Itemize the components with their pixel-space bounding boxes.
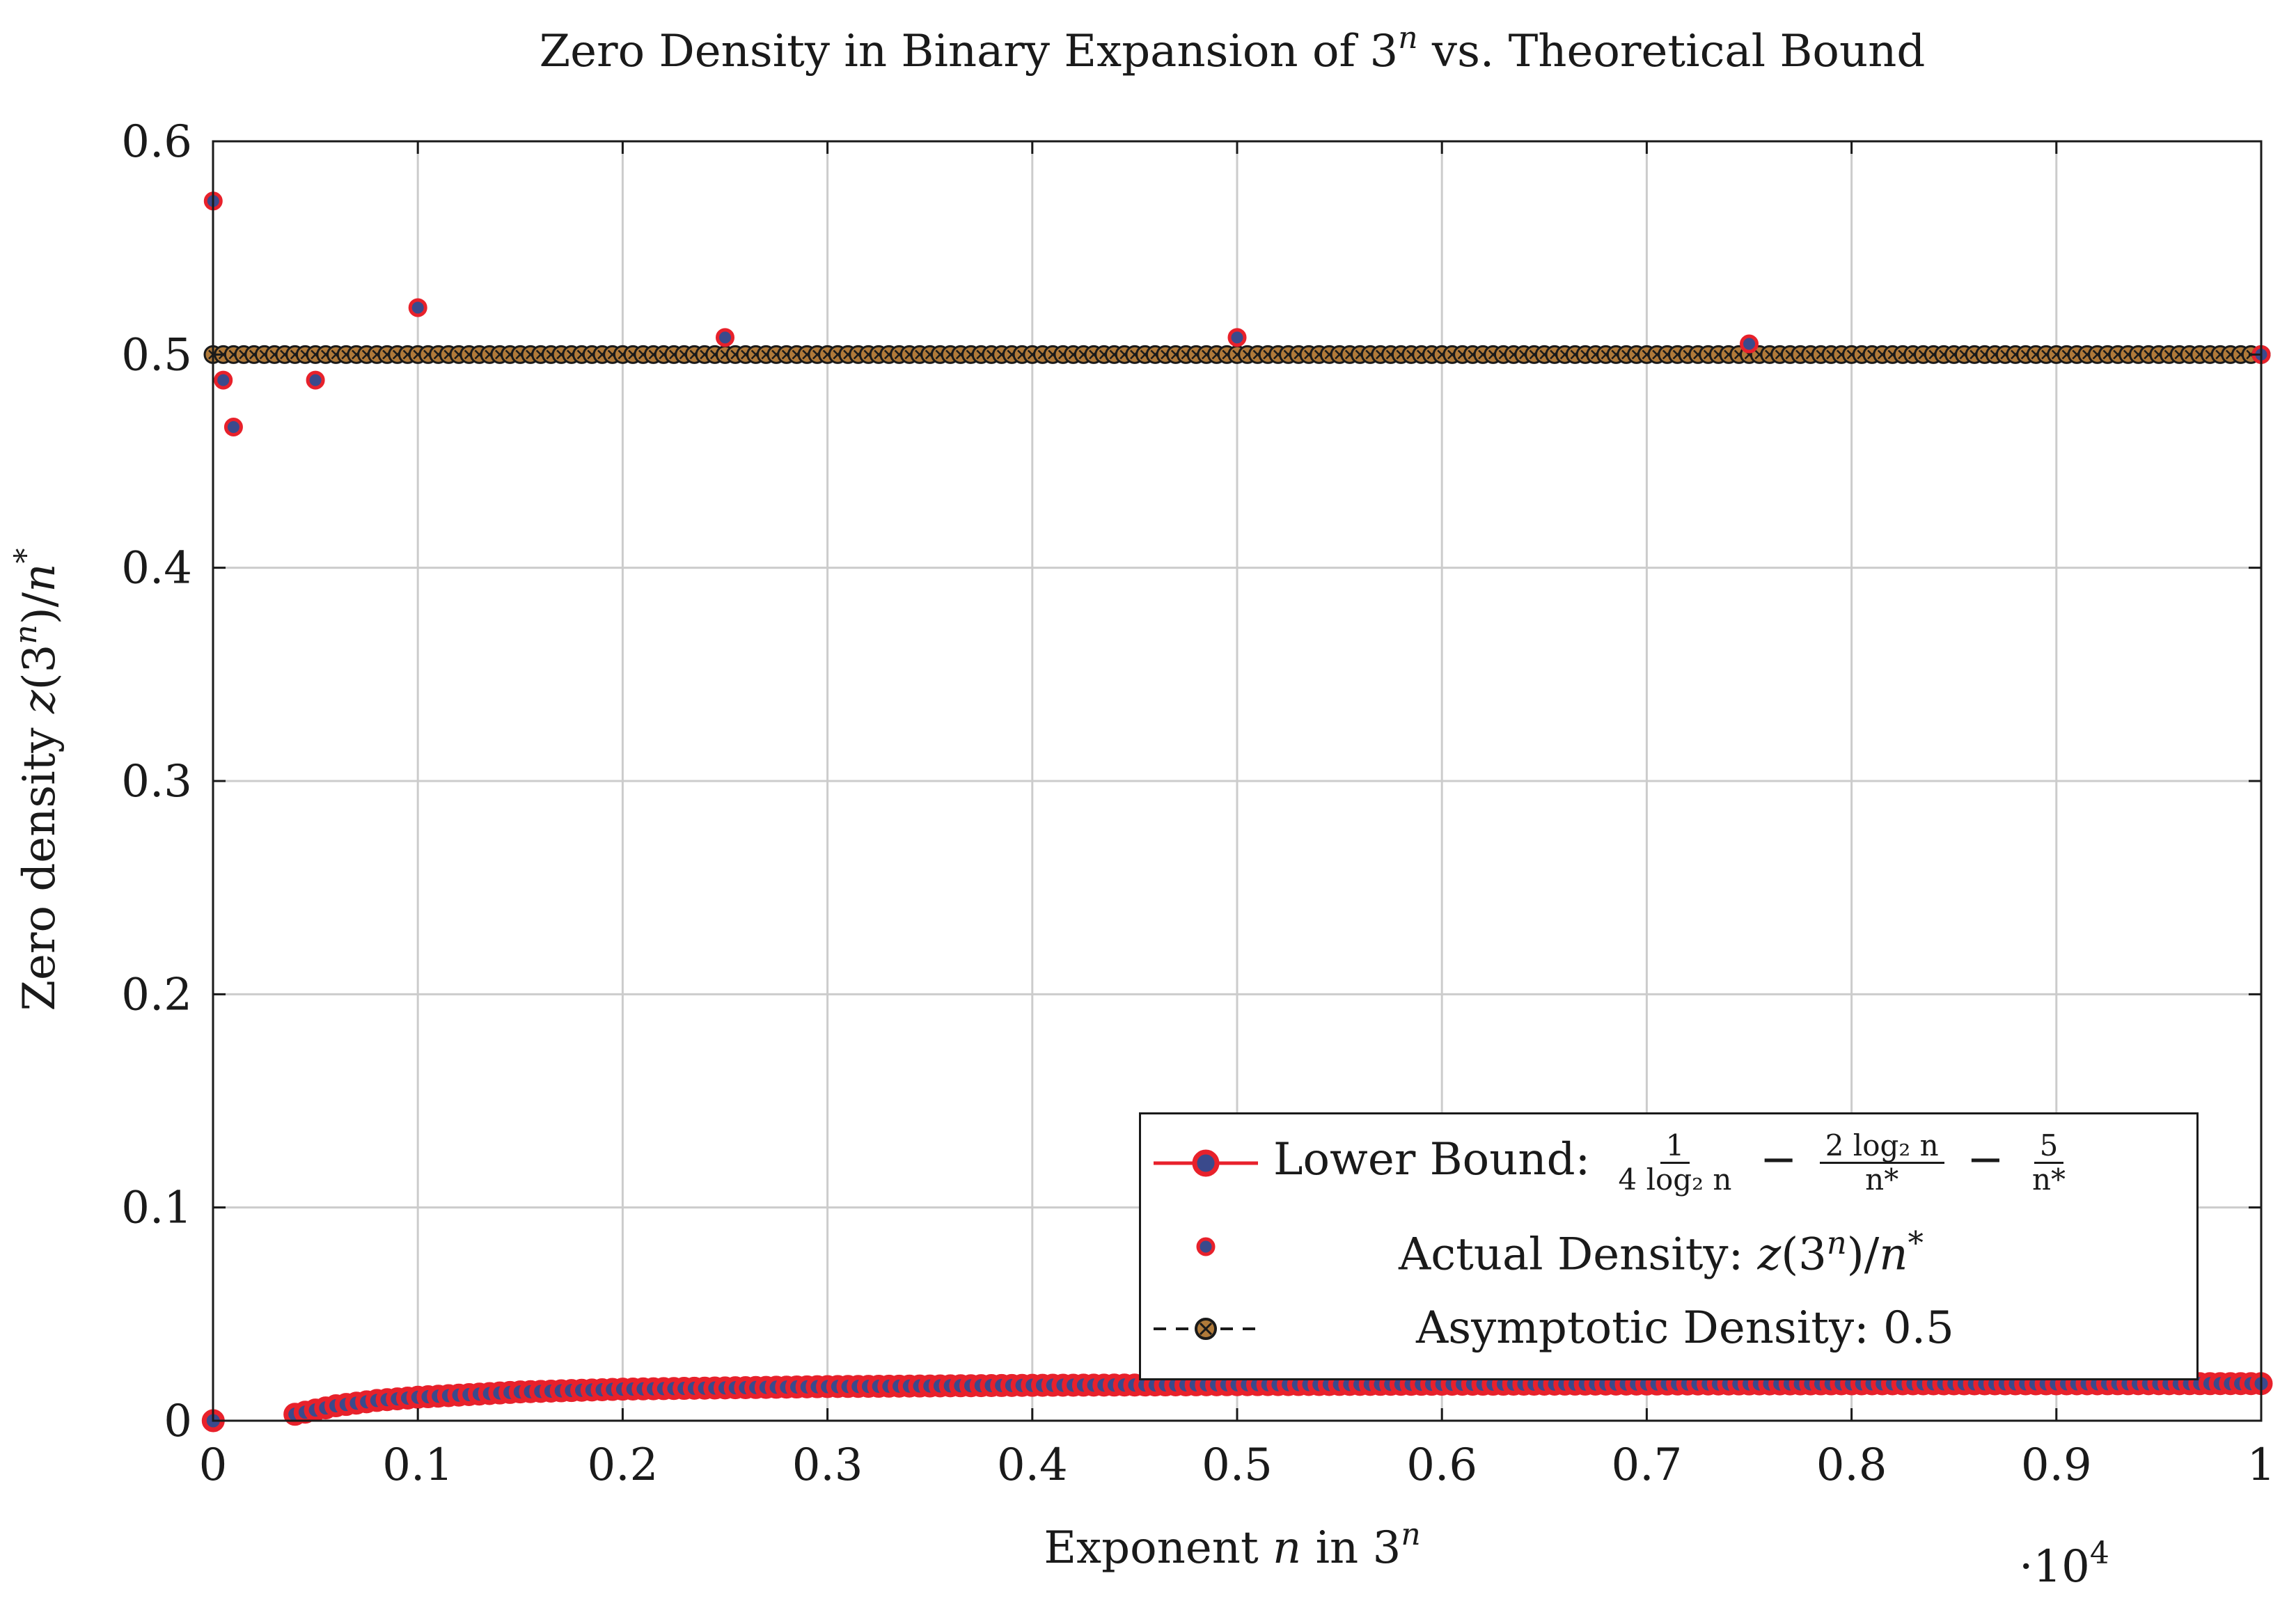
- y-tick-label: 0: [164, 1396, 192, 1447]
- actual-density-point: [408, 298, 427, 317]
- ticks: 0 0.1 0.2 0.3 0.4 0.5 0.6 0.7 0.8 0.9 1 0 0.1 0.2 0.3 0…: [121, 116, 2275, 1491]
- y-tick-label: 0.6: [121, 116, 192, 168]
- x-tick-label: 0.3: [792, 1440, 863, 1491]
- y-axis-label: Zero density z(3n)/n*: [8, 549, 65, 1011]
- legend-marker-asymptotic: [1154, 1318, 1258, 1340]
- legend-marker-lower-bound: [1154, 1149, 1258, 1177]
- actual-density-point: [1740, 334, 1759, 354]
- x-tick-label: 0.7: [1612, 1440, 1683, 1491]
- actual-density-point: [716, 328, 734, 347]
- legend-label-actual-density: Actual Density: z(3n)/n*: [1399, 1224, 1924, 1281]
- x-tick-label: 0.9: [2021, 1440, 2092, 1491]
- y-tick-label: 0.5: [121, 329, 192, 381]
- actual-density-point: [1227, 328, 1247, 347]
- y-tick-label: 0.3: [121, 756, 192, 807]
- fraction-2: 2 log₂ n n*: [1819, 1129, 1944, 1196]
- x-tick-label: 0.5: [1202, 1440, 1273, 1491]
- actual-density-point: [223, 417, 243, 436]
- y-tick-label: 0.1: [121, 1183, 192, 1234]
- x-tick-label: 0.6: [1406, 1440, 1477, 1491]
- x-axis-multiplier: ·104: [2019, 1536, 2109, 1593]
- series-layer: [201, 191, 2273, 1433]
- legend-label-asymptotic: Asymptotic Density: 0.5: [1416, 1302, 1954, 1354]
- legend-marker-actual-density: [1196, 1237, 1216, 1256]
- y-tick-label: 0.2: [121, 969, 192, 1020]
- x-axis-label: Exponent n in 3n: [1044, 1517, 1420, 1574]
- x-tick-label: 1: [2247, 1440, 2276, 1491]
- legend-entry-asymptotic: Asymptotic Density: 0.5: [1141, 1294, 2196, 1371]
- fraction-3: 5 n*: [2031, 1128, 2066, 1197]
- actual-density-point: [214, 370, 233, 390]
- actual-density-point: [306, 370, 325, 390]
- x-tick-label: 0: [199, 1440, 228, 1491]
- x-tick-label: 0.8: [1816, 1440, 1887, 1491]
- x-tick-label: 0.2: [588, 1440, 659, 1491]
- chart-title: Zero Density in Binary Expansion of 3n v…: [540, 20, 1926, 77]
- x-tick-label: 0.4: [997, 1440, 1068, 1491]
- y-tick-label: 0.4: [121, 543, 192, 594]
- legend-entry-actual-density: Actual Density: z(3n)/n*: [1141, 1212, 2196, 1288]
- x-tick-label: 0.1: [382, 1440, 453, 1491]
